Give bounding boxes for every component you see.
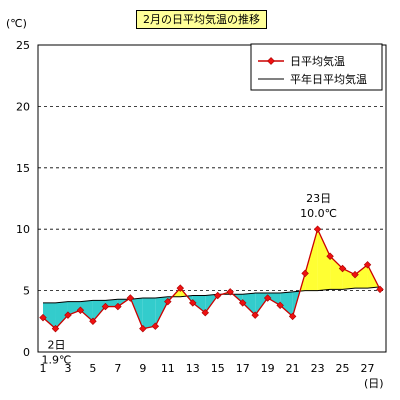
- data-point-day-11: [164, 297, 172, 306]
- normal-temperature-line: [43, 286, 381, 304]
- x-tick-label-7: 7: [114, 362, 121, 375]
- x-tick-label-27: 27: [361, 362, 375, 375]
- x-tick-label-15: 15: [211, 362, 225, 375]
- y-tick-label-15: 15: [16, 162, 30, 175]
- fill-below-19-0: [267, 293, 281, 306]
- fill-below-17-0: [242, 293, 256, 316]
- y-tick-label-20: 20: [16, 100, 30, 113]
- legend-label-daily: 日平均気温: [290, 54, 345, 68]
- x-axis-label: (日): [364, 377, 384, 390]
- x-tick-label-1: 1: [40, 362, 47, 375]
- x-tick-label-25: 25: [336, 362, 350, 375]
- y-axis-label: (℃): [6, 17, 27, 30]
- annotation-2-day: 2日: [47, 339, 65, 352]
- daily-series: [39, 225, 384, 333]
- fill-below-2-0: [55, 301, 68, 329]
- plot-frame: [37, 44, 387, 353]
- data-point-day-20: [276, 301, 284, 310]
- data-point-day-19: [263, 294, 272, 302]
- data-point-day-21: [288, 312, 297, 321]
- data-point-day-26: [351, 270, 359, 279]
- fill-below-13-0: [192, 295, 206, 313]
- y-tick-label-25: 25: [16, 39, 30, 52]
- legend-marker-daily: [267, 57, 275, 65]
- data-point-day-1: [39, 313, 47, 322]
- normal-series: [43, 286, 381, 304]
- data-point-day-15: [214, 291, 222, 300]
- x-tick-label-17: 17: [236, 362, 250, 375]
- y-tick-label-10: 10: [16, 223, 30, 236]
- legend-label-normal: 平年日平均気温: [290, 72, 367, 86]
- legend-box: [250, 43, 383, 91]
- grid-lines: [38, 106, 386, 292]
- y-tick-label-0: 0: [23, 346, 30, 359]
- annotation-23-day: 23日: [306, 192, 331, 205]
- data-point-day-8: [126, 294, 135, 302]
- chart-title: 2月の日平均気温の推移: [136, 10, 267, 29]
- data-point-day-28: [376, 285, 384, 294]
- x-tick-label-5: 5: [89, 362, 96, 375]
- fill-below-1-0: [43, 302, 56, 329]
- data-point-day-27: [363, 261, 372, 269]
- fill-above-22-0: [305, 229, 318, 291]
- x-tick-label-13: 13: [186, 362, 200, 375]
- data-point-day-3: [64, 311, 72, 319]
- fill-below-6-0: [105, 299, 118, 307]
- fill-below-3-0: [67, 301, 81, 316]
- data-point-day-2: [51, 324, 60, 333]
- data-point-day-12: [176, 284, 185, 292]
- data-point-day-5: [89, 317, 97, 326]
- fill-above-26-0: [355, 264, 368, 289]
- fill-below-18-0: [255, 293, 268, 316]
- data-point-day-23: [313, 225, 322, 233]
- data-point-day-14: [201, 308, 209, 317]
- fill-below-4-0: [80, 300, 93, 322]
- y-tick-label-5: 5: [23, 285, 30, 298]
- x-tick-label-3: 3: [64, 362, 71, 375]
- x-tick-label-23: 23: [311, 362, 325, 375]
- fill-below-5-0: [92, 300, 106, 322]
- fill-below-9-0: [142, 297, 156, 329]
- fill-above-24-0: [330, 256, 343, 290]
- data-point-day-25: [338, 264, 347, 273]
- data-point-day-16: [226, 288, 234, 296]
- x-tick-label-9: 9: [139, 362, 146, 375]
- annotation-2-value: 1.9℃: [42, 354, 72, 367]
- data-point-day-6: [101, 302, 110, 311]
- data-point-day-13: [189, 299, 197, 307]
- annotation-23-value: 10.0℃: [300, 207, 337, 220]
- data-point-day-18: [251, 311, 259, 319]
- data-point-day-9: [139, 324, 147, 333]
- data-point-day-7: [114, 302, 122, 311]
- data-point-day-17: [238, 299, 247, 307]
- data-point-day-10: [151, 322, 160, 330]
- annotations: 2日 1.9℃ 23日 10.0℃: [42, 192, 337, 366]
- daily-temperature-line: [42, 227, 381, 330]
- data-point-day-24: [326, 252, 334, 260]
- data-point-day-22: [301, 269, 309, 278]
- legend: 日平均気温 平年日平均気温: [250, 43, 383, 91]
- x-tick-label-19: 19: [261, 362, 275, 375]
- x-tick-label-11: 11: [161, 362, 175, 375]
- axes: [37, 44, 387, 353]
- x-tick-label-21: 21: [286, 362, 300, 375]
- data-point-day-4: [76, 306, 85, 314]
- fill-above-23-0: [317, 229, 331, 291]
- fill-below-20-0: [280, 291, 293, 317]
